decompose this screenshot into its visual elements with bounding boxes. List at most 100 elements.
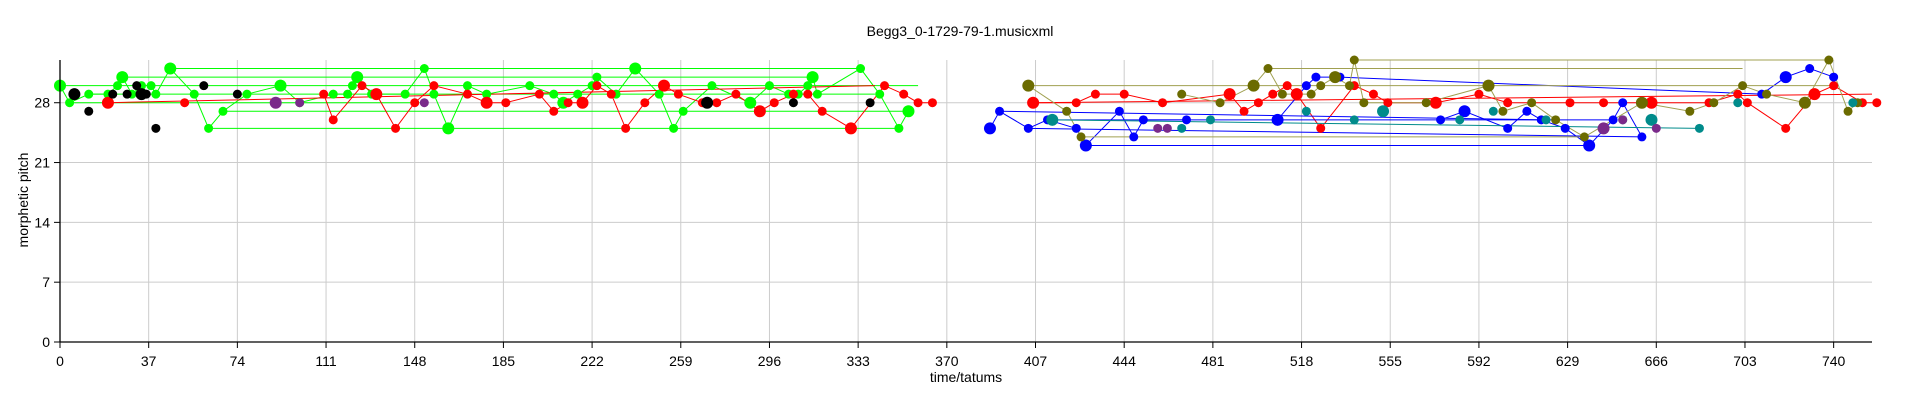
blue-note-point <box>1522 106 1532 116</box>
red-note-point <box>1119 89 1129 99</box>
green-note-point <box>400 89 410 99</box>
red-note-point <box>621 123 631 133</box>
axes <box>59 60 1872 343</box>
olive-note-point <box>1177 89 1187 99</box>
green-note-point <box>669 123 679 133</box>
y-tick-label: 28 <box>34 95 50 111</box>
red-note-point <box>1829 81 1839 91</box>
black-note-point <box>701 96 714 109</box>
red-note-point <box>899 89 909 99</box>
red-note-point <box>658 79 670 92</box>
red-note-point <box>788 89 798 99</box>
green-note-point <box>116 71 129 84</box>
red-note-point <box>1742 98 1752 108</box>
black-note-point <box>132 81 142 91</box>
green-note-point <box>84 89 94 99</box>
blue-melody-line <box>1440 101 1643 147</box>
teal-note-point <box>1645 113 1658 126</box>
red-note-point <box>712 98 722 108</box>
olive-note-point <box>1215 98 1225 108</box>
y-tick-label: 0 <box>42 334 50 350</box>
red-note-point <box>803 89 813 99</box>
green-note-point <box>678 106 688 116</box>
olive-note-point <box>1482 79 1495 92</box>
x-tick-label: 518 <box>1290 353 1314 369</box>
x-tick-label: 74 <box>230 353 246 369</box>
green-note-point <box>462 81 472 91</box>
red-note-point <box>1268 89 1278 99</box>
black-note-point <box>199 81 209 91</box>
olive-note-point <box>1421 98 1431 108</box>
green-note-point <box>707 81 717 91</box>
olive-note-point <box>1635 96 1648 109</box>
green-note-point <box>803 81 813 91</box>
black-note-point <box>232 89 242 99</box>
olive-note-point <box>1579 132 1589 142</box>
blue-note-point <box>1618 98 1628 108</box>
blue-note-point <box>1138 115 1148 125</box>
x-tick-label: 37 <box>141 353 157 369</box>
red-note-point <box>534 89 544 99</box>
green-note-point <box>654 89 664 99</box>
x-tick-label: 333 <box>846 353 870 369</box>
green-note-point <box>764 81 774 91</box>
blue-note-point <box>1608 115 1618 125</box>
green-note-point <box>744 96 757 109</box>
blue-note-point <box>1583 139 1596 152</box>
red-note-point <box>1733 89 1743 99</box>
x-tick-label: 222 <box>580 353 604 369</box>
red-note-point <box>753 105 766 118</box>
x-tick-label: 740 <box>1822 353 1846 369</box>
red-note-point <box>1253 98 1263 108</box>
olive-note-point <box>1076 132 1086 142</box>
green-note-point <box>164 62 177 75</box>
green-note-point <box>629 62 642 75</box>
green-note-point <box>442 122 455 135</box>
red-note-point <box>1503 98 1513 108</box>
red-note-point <box>391 123 401 133</box>
olive-note-point <box>1316 81 1326 91</box>
olive-note-point <box>1738 81 1748 91</box>
y-tick-label: 7 <box>42 274 50 290</box>
green-note-point <box>482 89 492 99</box>
teal-note-point <box>1733 98 1743 108</box>
red-note-point <box>1090 89 1100 99</box>
green-note-point <box>189 89 199 99</box>
teal-note-point <box>1177 123 1187 133</box>
blue-note-point <box>1829 72 1839 82</box>
red-note-point <box>576 96 589 109</box>
red-note-point <box>1872 98 1882 108</box>
olive-note-point <box>1762 89 1772 99</box>
blue-note-point <box>1114 106 1124 116</box>
blue-note-point <box>1458 105 1471 118</box>
red-note-point <box>429 81 439 91</box>
olive-note-point <box>1062 106 1072 116</box>
red-note-point <box>1239 106 1249 116</box>
olive-note-point <box>1344 81 1354 91</box>
teal-note-point <box>1488 106 1498 116</box>
blue-note-point <box>995 106 1005 116</box>
x-tick-label: 407 <box>1024 353 1048 369</box>
teal-note-point <box>1541 115 1551 125</box>
purple-note-point <box>1153 123 1163 133</box>
olive-note-point <box>1685 106 1695 116</box>
olive-note-point <box>1824 55 1834 65</box>
x-tick-label: 296 <box>758 353 782 369</box>
red-sustain-line <box>107 85 875 104</box>
red-note-point <box>1316 123 1326 133</box>
x-tick-label: 444 <box>1113 353 1137 369</box>
blue-sustain-line <box>999 110 1547 121</box>
olive-note-point <box>1277 89 1287 99</box>
x-tick-label: 666 <box>1645 353 1669 369</box>
purple-note-point <box>269 96 282 109</box>
red-note-point <box>1158 98 1168 108</box>
red-note-point <box>673 89 683 99</box>
olive-note-point <box>1022 79 1035 92</box>
green-note-point <box>274 79 287 92</box>
green-note-point <box>573 89 583 99</box>
red-note-point <box>592 81 602 91</box>
olive-note-point <box>1843 106 1853 116</box>
x-tick-label: 185 <box>492 353 516 369</box>
green-note-point <box>429 89 439 99</box>
